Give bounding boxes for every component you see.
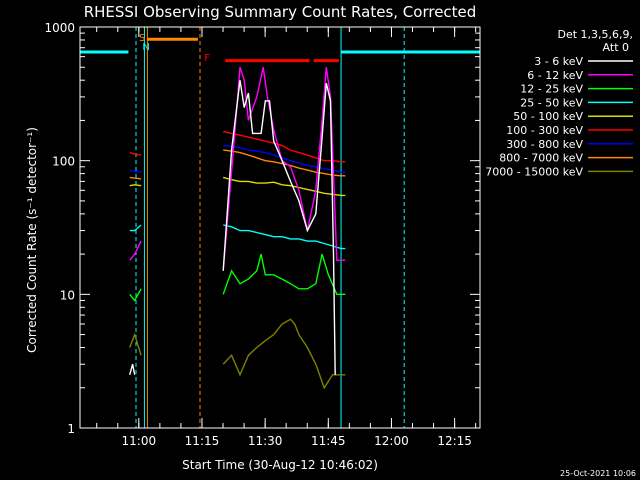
y-axis-label: Corrected Count Rate (s⁻¹ detector⁻¹) [25, 127, 39, 353]
chart-title: RHESSI Observing Summary Count Rates, Co… [84, 3, 477, 21]
series-line-800-7000keV [129, 176, 142, 180]
x-tick-label: 11:15 [185, 434, 220, 448]
legend-label: 300 - 800 keV [506, 138, 583, 151]
x-axis-label: Start Time (30-Aug-12 10:46:02) [182, 458, 378, 472]
series-line-6-12keV [129, 240, 142, 261]
flare-flag-label: F [204, 53, 210, 64]
legend-label: 100 - 300 keV [506, 124, 583, 137]
night-flag-label: N [142, 42, 149, 53]
footer-date: 25-Oct-2021 10:06 [560, 469, 636, 478]
series-line-12-25keV [129, 288, 142, 302]
x-tick-label: 11:00 [122, 434, 157, 448]
y-tick-label: 1 [67, 422, 75, 436]
x-tick-label: 11:30 [248, 434, 283, 448]
legend-label: 3 - 6 keV [534, 55, 583, 68]
x-tick-label: 11:45 [311, 434, 346, 448]
saa-flag-label: S [139, 33, 145, 44]
series-line-300-800keV [129, 169, 142, 173]
series-line-7000-15000keV [129, 332, 142, 356]
series-line-100-300keV [223, 130, 346, 163]
legend-label: 12 - 25 keV [520, 83, 583, 96]
y-tick-label: 10 [60, 288, 75, 302]
x-tick-label: 12:00 [374, 434, 409, 448]
series-line-7000-15000keV [222, 318, 346, 390]
legend-header-line-1: Det 1,3,5,6,9, [557, 28, 633, 41]
series-line-100-300keV [129, 151, 142, 156]
legend-label: 7000 - 15000 keV [485, 165, 583, 178]
series-line-50-100keV [223, 176, 346, 197]
legend-label: 50 - 100 keV [513, 110, 583, 123]
legend-label: 800 - 7000 keV [499, 152, 583, 165]
series-line-25-50keV [223, 224, 346, 250]
plot-frame [79, 26, 481, 429]
legend-label: 6 - 12 keV [527, 69, 583, 82]
series-line-50-100keV [129, 184, 142, 187]
series-line-6-12keV [222, 66, 346, 271]
y-tick-label: 100 [52, 155, 75, 169]
legend-label: 25 - 50 keV [520, 96, 583, 109]
series-line-3-6keV [129, 364, 136, 375]
y-tick-label: 1000 [44, 21, 75, 35]
series-line-300-800keV [223, 144, 346, 173]
legend-header-line-2: Att 0 [603, 41, 629, 54]
series-line-25-50keV [129, 224, 142, 232]
series-line-12-25keV [222, 253, 346, 295]
series-line-3-6keV [222, 80, 336, 375]
x-tick-label: 12:15 [437, 434, 472, 448]
